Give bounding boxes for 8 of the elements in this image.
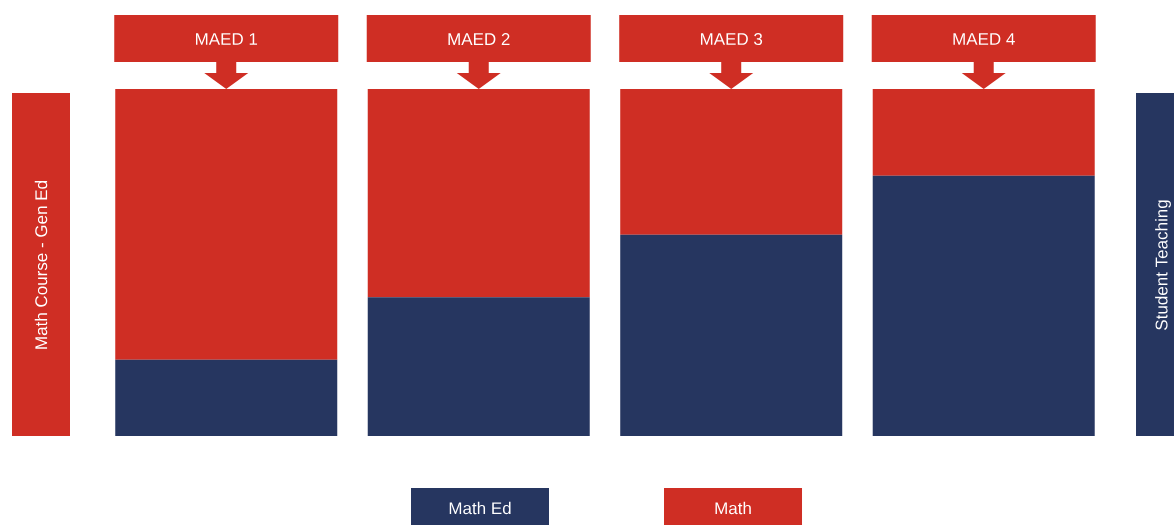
text: Math <box>715 501 751 515</box>
text: Math Course - Gen Ed <box>34 181 48 349</box>
x-tick-label: MAED 4 <box>953 33 1015 45</box>
x-tick-label: MAED 3 <box>700 32 763 46</box>
text: Math Ed <box>449 501 511 515</box>
x-tick-label: MAED 1 <box>196 33 258 45</box>
x-tick-label: MAED 2 <box>448 33 510 45</box>
text: Student Teaching <box>1155 200 1171 330</box>
